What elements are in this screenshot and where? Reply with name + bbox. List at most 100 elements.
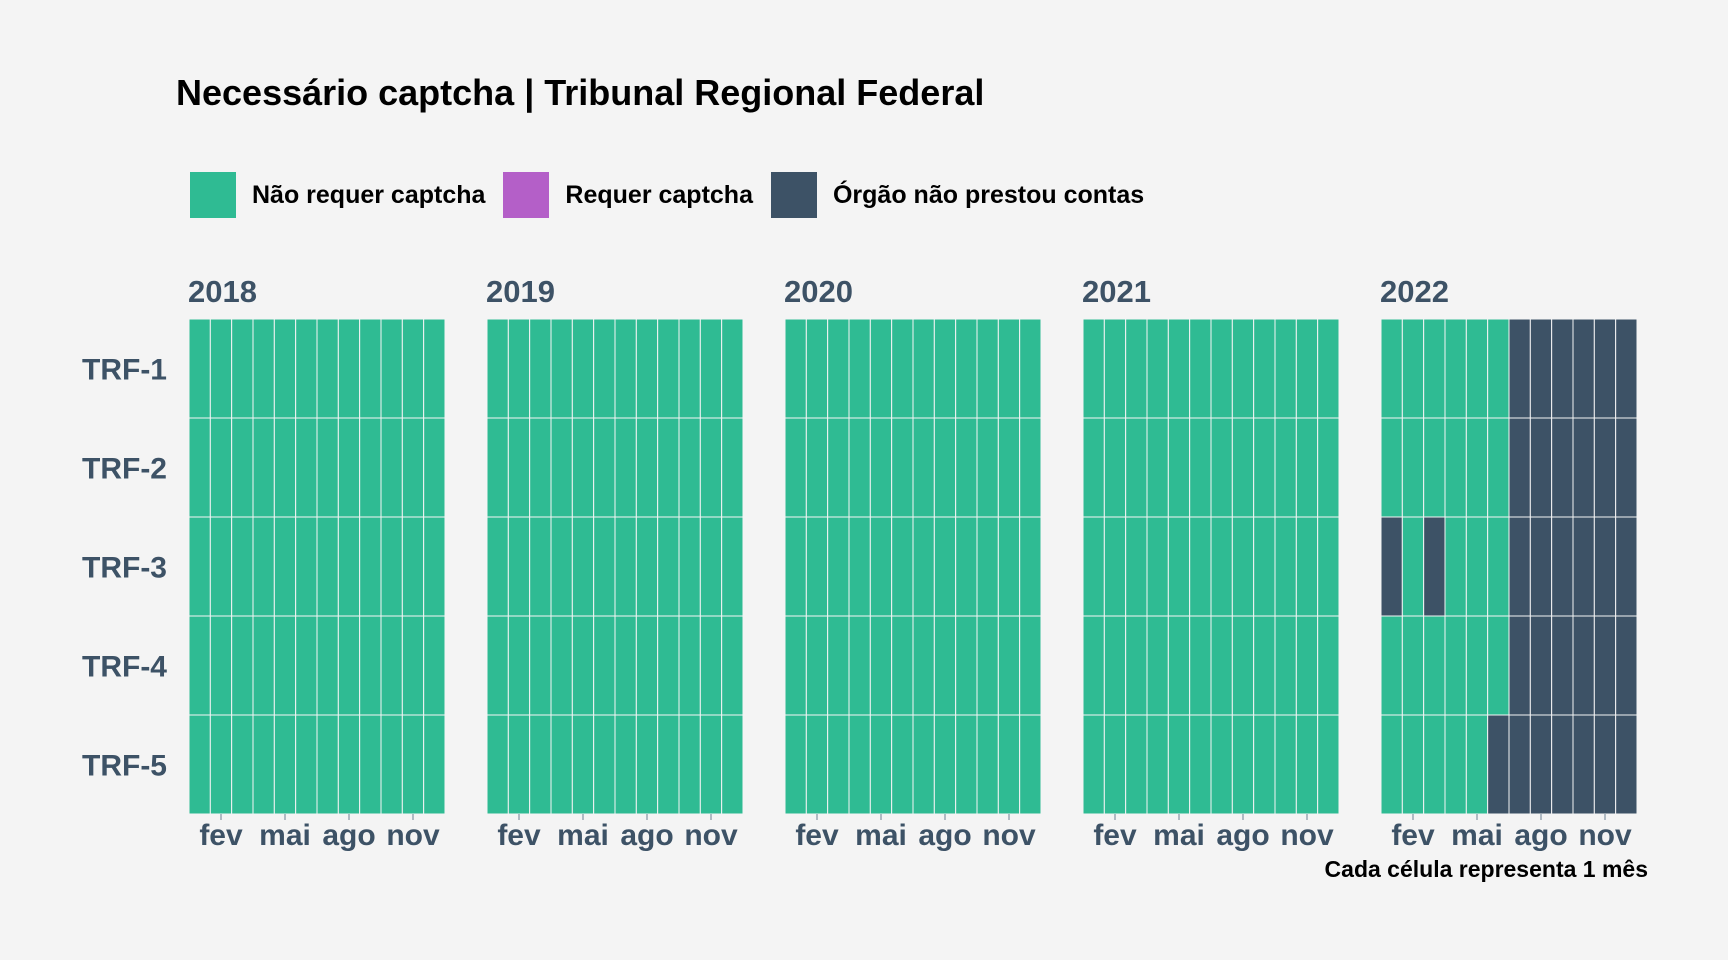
row-label-trf-1: TRF-1 (82, 354, 167, 387)
cell-2020-trf-1-m10 (976, 318, 999, 419)
cell-2019-trf-5-m2 (507, 714, 531, 815)
cell-2018-trf-4-m2 (209, 615, 233, 716)
cell-2021-trf-5-m4 (1146, 714, 1169, 815)
cell-2021-trf-3-m8 (1231, 516, 1255, 617)
cell-2021-trf-3-m11 (1295, 516, 1319, 617)
chart-title: Necessário captcha | Tribunal Regional F… (176, 72, 985, 113)
cell-2020-trf-4-m10 (976, 615, 999, 716)
legend-item-nao-prestou: Órgão não prestou contas (770, 172, 1144, 218)
cell-2020-trf-3-m11 (997, 516, 1021, 617)
cell-2018-trf-1-m8 (337, 318, 361, 419)
cell-2021-trf-5-m9 (1253, 714, 1276, 815)
cell-2021-trf-3-m10 (1274, 516, 1297, 617)
cell-2019-trf-3-m10 (678, 516, 701, 617)
cell-2020-trf-2-m7 (912, 417, 935, 518)
cell-2019-trf-3-m6 (593, 516, 616, 617)
cell-2022-trf-4-m9 (1551, 615, 1574, 716)
cell-2020-trf-1-m11 (997, 318, 1021, 419)
panel-title-2021: 2021 (1082, 274, 1151, 309)
x-tick-label-2018-nov: nov (386, 819, 440, 852)
cell-2018-trf-3-m9 (359, 516, 382, 617)
cell-2018-trf-1-m5 (273, 318, 297, 419)
row-label-trf-5: TRF-5 (82, 750, 167, 783)
cell-2022-trf-1-m7 (1508, 318, 1531, 419)
cell-2019-trf-1-m4 (550, 318, 573, 419)
cell-2019-trf-5-m9 (657, 714, 680, 815)
cell-2018-trf-2-m11 (401, 417, 425, 518)
legend-label-nao-requer: Não requer captcha (252, 180, 486, 209)
cell-2018-trf-4-m3 (231, 615, 254, 716)
row-label-trf-3: TRF-3 (82, 552, 167, 585)
cell-2019-trf-4-m4 (550, 615, 573, 716)
cell-2018-trf-3-m10 (380, 516, 403, 617)
cell-2019-trf-4-m1 (486, 615, 509, 716)
cell-2021-trf-3-m1 (1082, 516, 1105, 617)
cell-2021-trf-2-m6 (1189, 417, 1212, 518)
x-tick-label-2022-mai: mai (1451, 819, 1503, 852)
x-tick-label-2020-ago: ago (918, 819, 971, 852)
x-tick-label-2021-nov: nov (1280, 819, 1334, 852)
x-tick-label-2021-fev: fev (1093, 819, 1137, 852)
cell-2020-trf-2-m9 (955, 417, 978, 518)
cell-2020-trf-2-m4 (848, 417, 871, 518)
cell-2018-trf-2-m4 (252, 417, 275, 518)
cell-2018-trf-4-m12 (423, 615, 446, 716)
cell-2019-trf-4-m3 (529, 615, 552, 716)
cell-2021-trf-4-m3 (1125, 615, 1148, 716)
cell-2022-trf-3-m12 (1615, 516, 1638, 617)
cell-2019-trf-2-m8 (635, 417, 659, 518)
cell-2020-trf-4-m11 (997, 615, 1021, 716)
cell-2022-trf-2-m7 (1508, 417, 1531, 518)
cell-2020-trf-3-m2 (805, 516, 829, 617)
cell-2021-trf-4-m11 (1295, 615, 1319, 716)
cell-2021-trf-1-m2 (1103, 318, 1127, 419)
cell-2022-trf-5-m1 (1380, 714, 1403, 815)
x-tick-label-2019-mai: mai (557, 819, 609, 852)
cell-2022-trf-3-m8 (1529, 516, 1553, 617)
cell-2020-trf-2-m3 (827, 417, 850, 518)
x-tick-label-2020-mai: mai (855, 819, 907, 852)
cell-2021-trf-4-m7 (1210, 615, 1233, 716)
cell-2019-trf-3-m5 (571, 516, 595, 617)
cell-2022-trf-2-m8 (1529, 417, 1553, 518)
x-tick-label-2020-nov: nov (982, 819, 1036, 852)
x-tick-label-2018-ago: ago (322, 819, 375, 852)
cell-2019-trf-2-m10 (678, 417, 701, 518)
cell-2018-trf-5-m3 (231, 714, 254, 815)
cell-2021-trf-1-m10 (1274, 318, 1297, 419)
x-tick-label-2022-nov: nov (1578, 819, 1632, 852)
cell-2022-trf-3-m7 (1508, 516, 1531, 617)
chart-caption: Cada célula representa 1 mês (1324, 856, 1648, 882)
cell-2020-trf-1-m6 (891, 318, 914, 419)
cell-2018-trf-4-m5 (273, 615, 297, 716)
cell-2021-trf-5-m2 (1103, 714, 1127, 815)
cell-2018-trf-3-m4 (252, 516, 275, 617)
cell-2021-trf-2-m12 (1317, 417, 1340, 518)
cell-2021-trf-2-m5 (1167, 417, 1191, 518)
cell-2021-trf-2-m10 (1274, 417, 1297, 518)
cell-2018-trf-4-m4 (252, 615, 275, 716)
cell-2021-trf-1-m8 (1231, 318, 1255, 419)
cell-2022-trf-1-m5 (1465, 318, 1489, 419)
cell-2020-trf-2-m2 (805, 417, 829, 518)
panel-title-2019: 2019 (486, 274, 555, 309)
cell-2019-trf-5-m8 (635, 714, 659, 815)
cell-2022-trf-1-m6 (1487, 318, 1510, 419)
cell-2019-trf-2-m6 (593, 417, 616, 518)
panel-title-2022: 2022 (1380, 274, 1449, 309)
cell-2021-trf-1-m5 (1167, 318, 1191, 419)
cell-2018-trf-5-m12 (423, 714, 446, 815)
cell-2020-trf-3-m3 (827, 516, 850, 617)
legend: Não requer captcha Requer captcha Órgão … (190, 172, 1162, 218)
cell-2020-trf-4-m12 (1019, 615, 1042, 716)
cell-2018-trf-2-m2 (209, 417, 233, 518)
cell-2019-trf-4-m6 (593, 615, 616, 716)
cell-2019-trf-4-m11 (699, 615, 723, 716)
cell-2021-trf-3-m3 (1125, 516, 1148, 617)
cell-2019-trf-5-m3 (529, 714, 552, 815)
cell-2019-trf-1-m1 (486, 318, 509, 419)
cell-2021-trf-1-m3 (1125, 318, 1148, 419)
cell-2022-trf-5-m2 (1401, 714, 1425, 815)
cell-2021-trf-3-m9 (1253, 516, 1276, 617)
cell-2019-trf-3-m12 (721, 516, 744, 617)
